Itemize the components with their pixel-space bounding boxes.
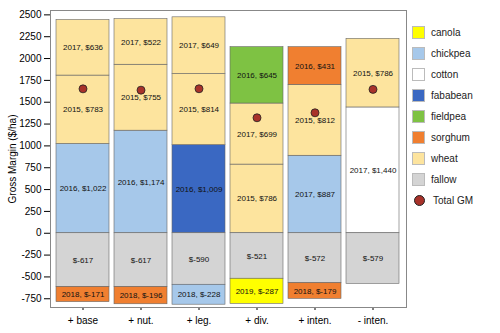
svg-text:2250: 2250 [19, 31, 42, 42]
svg-text:2015, $786: 2015, $786 [237, 194, 278, 203]
svg-text:+ inten.: + inten. [298, 315, 331, 326]
svg-text:2016, $645: 2016, $645 [237, 71, 278, 80]
svg-text:2019, $-287: 2019, $-287 [236, 287, 279, 296]
svg-text:$-590: $-590 [189, 255, 210, 264]
svg-text:2017, $1,440: 2017, $1,440 [350, 166, 397, 175]
svg-text:2500: 2500 [19, 9, 42, 20]
svg-text:2017, $649: 2017, $649 [179, 41, 220, 50]
svg-text:1750: 1750 [19, 75, 42, 86]
svg-text:2015, $814: 2015, $814 [179, 105, 220, 114]
svg-text:$-521: $-521 [247, 252, 268, 261]
svg-text:+ leg.: + leg. [187, 315, 212, 326]
svg-text:2017, $887: 2017, $887 [295, 190, 336, 199]
html-text:canola: canola [431, 27, 461, 38]
svg-text:2016, $1,174: 2016, $1,174 [118, 178, 165, 187]
svg-text:2018, $-171: 2018, $-171 [62, 290, 105, 299]
svg-text:$-617: $-617 [131, 256, 152, 265]
svg-text:+ nut.: + nut. [128, 315, 153, 326]
html-text:fallow: fallow [431, 174, 457, 185]
svg-text:-500: -500 [21, 271, 41, 282]
html-text:fababean: fababean [431, 90, 473, 101]
html-text:wheat: wheat [431, 153, 458, 164]
svg-text:2015, $783: 2015, $783 [63, 105, 104, 114]
svg-text:2015, $786: 2015, $786 [353, 69, 394, 78]
svg-text:2018, $-228: 2018, $-228 [178, 290, 221, 299]
svg-text:2017, $699: 2017, $699 [237, 130, 278, 139]
html-text:fieldpea: fieldpea [431, 111, 466, 122]
svg-text:1000: 1000 [19, 140, 42, 151]
svg-text:-250: -250 [21, 249, 41, 260]
svg-text:$-572: $-572 [305, 254, 326, 263]
svg-text:500: 500 [25, 184, 42, 195]
svg-text:2015, $812: 2015, $812 [295, 116, 336, 125]
svg-text:2016, $431: 2016, $431 [295, 62, 336, 71]
html-text:cotton: cotton [431, 69, 459, 80]
svg-text:$-617: $-617 [73, 256, 94, 265]
svg-text:+ base: + base [68, 315, 99, 326]
svg-text:1500: 1500 [19, 96, 42, 107]
svg-text:250: 250 [25, 206, 42, 217]
svg-text:2000: 2000 [19, 53, 42, 64]
svg-text:2018, $-196: 2018, $-196 [120, 291, 163, 300]
html-text:Total GM: Total GM [433, 195, 473, 206]
svg-text:2016, $1,022: 2016, $1,022 [60, 184, 107, 193]
svg-text:+ div.: + div. [245, 315, 268, 326]
svg-text:2017, $636: 2017, $636 [63, 43, 104, 52]
html-text:chickpea: chickpea [431, 48, 471, 59]
svg-text:-750: -750 [21, 293, 41, 304]
svg-text:2017, $522: 2017, $522 [121, 38, 162, 47]
svg-text:750: 750 [25, 162, 42, 173]
svg-text:- inten.: - inten. [358, 315, 389, 326]
svg-text:2016, $1,009: 2016, $1,009 [176, 185, 223, 194]
svg-text:0: 0 [36, 227, 42, 238]
svg-text:2015, $755: 2015, $755 [121, 93, 162, 102]
html-text:sorghum: sorghum [431, 132, 470, 143]
svg-text:Gross Margin ($/ha): Gross Margin ($/ha) [7, 115, 18, 204]
svg-text:2018, $-179: 2018, $-179 [294, 287, 337, 296]
svg-text:$-579: $-579 [363, 254, 384, 263]
svg-text:1250: 1250 [19, 118, 42, 129]
